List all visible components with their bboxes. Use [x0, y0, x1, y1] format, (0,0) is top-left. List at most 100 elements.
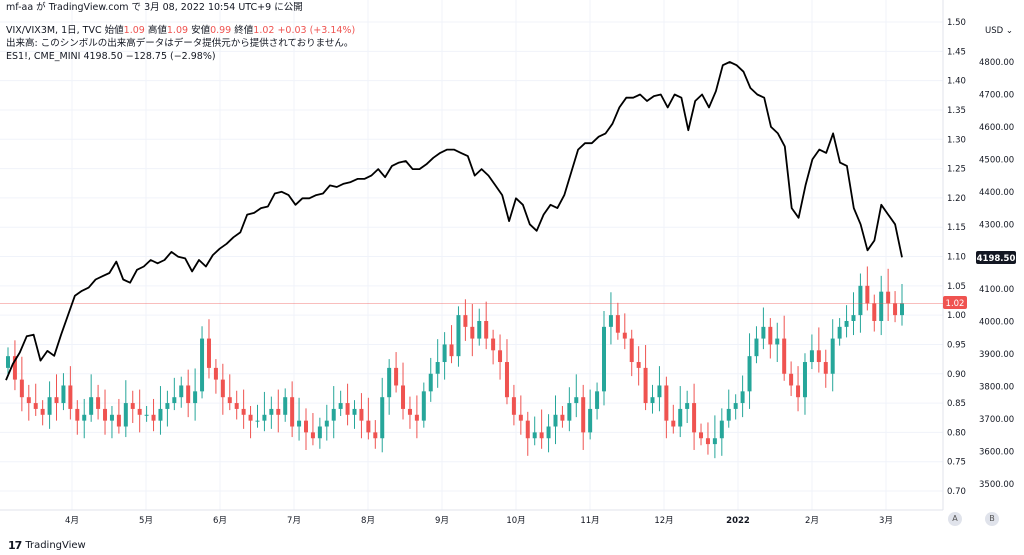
candle-body	[338, 403, 343, 409]
candle-body	[193, 391, 198, 404]
candle-body	[574, 397, 579, 404]
candle-body	[54, 397, 59, 404]
overlay-symbol-line: ES1!, CME_MINI 4198.50 −128.75 (−2.98%)	[6, 51, 216, 63]
candle-body	[823, 362, 828, 374]
candle-body	[879, 291, 884, 321]
candle-body	[103, 408, 108, 421]
ratio-tick-label: 1.00	[947, 311, 966, 321]
open-label: 始値	[104, 25, 124, 36]
es-tick-label: 3600.00	[979, 448, 1014, 458]
candle-body	[900, 303, 904, 316]
low-value: 0.99	[210, 25, 232, 36]
candle-body	[297, 420, 302, 427]
candle-body	[615, 315, 620, 333]
time-tick-label: 11月	[580, 516, 599, 526]
ratio-tick-label: 1.35	[947, 106, 966, 116]
candle-body	[269, 408, 274, 415]
candle-body	[158, 408, 163, 421]
candle-body	[68, 385, 73, 409]
candle-body	[172, 397, 177, 404]
candle-body	[394, 367, 399, 386]
candle-body	[886, 291, 891, 304]
candle-body	[657, 385, 662, 398]
candle-body	[768, 326, 773, 345]
candle-body	[304, 420, 308, 433]
candle-body	[12, 356, 17, 380]
tradingview-logo-icon[interactable]: 17	[8, 539, 22, 552]
es-tick-label: 4300.00	[979, 220, 1014, 230]
candle-body	[692, 403, 697, 433]
candle-body	[414, 414, 419, 421]
candle-body	[484, 320, 489, 339]
ratio-tick-label: 1.20	[947, 194, 966, 204]
candle-body	[310, 432, 315, 439]
candle-body	[733, 403, 738, 409]
candle-body	[622, 332, 627, 339]
candle-body	[186, 385, 191, 404]
ratio-tick-label: 0.70	[947, 487, 966, 497]
close-label: 終値	[234, 25, 254, 36]
candle-body	[283, 397, 288, 415]
es-tick-label: 4000.00	[979, 318, 1014, 328]
candle-body	[463, 315, 468, 327]
candle-body	[248, 414, 253, 421]
auto-scale-button[interactable]: A	[948, 512, 962, 526]
ratio-tick-label: 1.25	[947, 165, 966, 175]
currency-label[interactable]: USD ⌄	[985, 26, 1013, 36]
candle-body	[144, 414, 149, 416]
candle-body	[754, 338, 759, 357]
candle-body	[761, 326, 766, 339]
ratio-tick-label: 0.75	[947, 458, 966, 468]
ratio-scale[interactable]: 1.50 1.45 1.40 1.35 1.30 1.25 1.20 1.15 1.10 1.05…	[947, 18, 966, 497]
log-scale-button[interactable]: B	[985, 512, 999, 526]
candle-body	[262, 414, 267, 421]
brand-name[interactable]: TradingView	[25, 540, 86, 551]
candle-body	[456, 315, 461, 357]
candle-body	[491, 338, 496, 351]
candle-body	[75, 408, 80, 421]
ratio-last-price-tag: 1.02	[943, 296, 967, 309]
time-axis[interactable]: 4月 5月 6月 7月 8月 9月 10月 11月 12月 2022 2月 3月	[65, 516, 893, 526]
chevron-down-icon: ⌄	[1005, 26, 1013, 36]
open-value: 1.09	[123, 25, 145, 36]
ratio-tick-label: 1.40	[947, 77, 966, 87]
candle-body	[705, 438, 710, 445]
es-last-price-label: 4198.50	[977, 254, 1016, 264]
change-value: +0.03 (+3.14%)	[277, 25, 356, 36]
candle-body	[206, 338, 211, 368]
candle-body	[6, 356, 10, 368]
candle-body	[407, 408, 412, 415]
es-tick-label: 4600.00	[979, 123, 1014, 133]
time-tick-label: 5月	[139, 516, 153, 526]
candle-body	[123, 403, 128, 427]
candle-body	[525, 420, 530, 439]
candle-body	[595, 391, 600, 409]
candle-body	[518, 414, 523, 421]
candle-body	[359, 408, 364, 421]
candle-body	[449, 344, 454, 357]
high-label: 高値	[147, 25, 167, 36]
time-tick-label: 7月	[287, 516, 301, 526]
candle-body	[581, 397, 586, 433]
candle-body	[532, 432, 537, 439]
candle-body	[588, 408, 593, 433]
candle-body	[844, 320, 849, 327]
es-tick-label: 4400.00	[979, 188, 1014, 198]
footer: 17 TradingView	[8, 539, 86, 552]
es-last-price-tag: 4198.50	[976, 251, 1016, 264]
candle-body	[47, 397, 52, 415]
candle-body	[234, 403, 239, 409]
candle-body	[89, 397, 94, 415]
candle-body	[380, 397, 385, 439]
time-tick-label: 2月	[805, 516, 819, 526]
candle-body	[809, 350, 814, 363]
es-tick-label: 4700.00	[979, 90, 1014, 100]
candle-body	[699, 432, 704, 439]
candle-body	[602, 326, 606, 392]
low-label: 安値	[191, 25, 211, 36]
candle-body	[470, 326, 475, 339]
candle-body	[19, 379, 24, 398]
candle-body	[352, 408, 357, 415]
candle-body	[712, 438, 717, 445]
